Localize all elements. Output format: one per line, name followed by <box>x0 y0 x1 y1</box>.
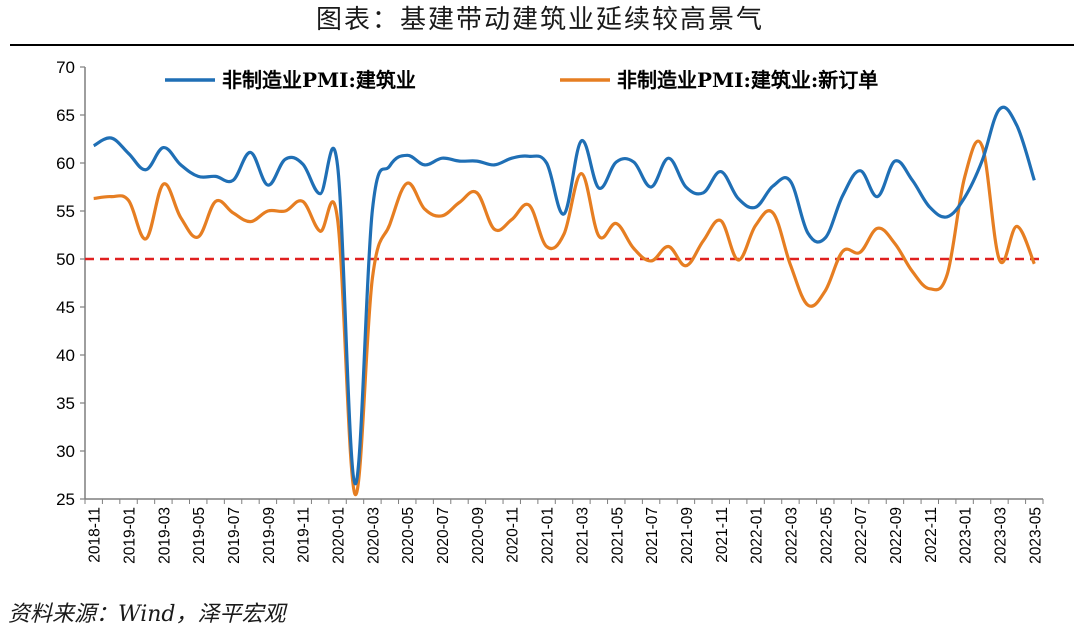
x-tick-label: 2023-03 <box>992 507 1009 564</box>
chart-title: 图表：基建带动建筑业延续较高景气 <box>315 5 764 35</box>
x-tick-label: 2021-05 <box>609 507 626 564</box>
x-tick-label: 2019-09 <box>261 507 278 564</box>
construction-new-orders-line <box>93 139 1036 496</box>
x-tick-label: 2020-05 <box>400 507 417 564</box>
x-tick-label: 2023-01 <box>958 507 975 564</box>
x-tick-label: 2021-03 <box>574 507 591 564</box>
x-tick-label: 2018-11 <box>87 507 104 563</box>
x-tick-label: 2020-07 <box>435 507 452 564</box>
x-tick-label: 2022-01 <box>749 507 766 564</box>
legend-construction-pmi-label: 非制造业PMI:建筑业 <box>222 68 416 92</box>
x-tick-label: 2019-01 <box>122 507 139 564</box>
x-tick-label: 2020-03 <box>365 507 382 564</box>
x-tick-label: 2019-05 <box>191 507 208 564</box>
y-tick-label: 70 <box>56 58 75 77</box>
x-tick-label: 2022-09 <box>888 507 905 564</box>
x-tick-label: 2022-07 <box>853 507 870 564</box>
y-tick-label: 40 <box>56 346 75 365</box>
y-tick-label: 30 <box>56 442 75 461</box>
x-tick-label: 2021-09 <box>679 507 696 564</box>
x-tick-label: 2022-03 <box>783 507 800 564</box>
x-tick-label: 2019-03 <box>156 507 173 564</box>
x-tick-label: 2021-07 <box>644 507 661 564</box>
construction-pmi-line <box>92 105 1036 486</box>
legend-construction-new-orders-label: 非制造业PMI:建筑业:新订单 <box>617 68 878 92</box>
x-tick-label: 2022-05 <box>818 507 835 564</box>
y-tick-label: 55 <box>56 202 75 221</box>
x-tick-label: 2020-11 <box>505 507 522 563</box>
x-tick-label: 2020-09 <box>470 507 487 564</box>
y-tick-label: 60 <box>56 154 75 173</box>
x-tick-label: 2021-01 <box>540 507 557 564</box>
x-tick-label: 2021-11 <box>714 507 731 563</box>
title-rule <box>10 44 1074 46</box>
x-tick-label: 2019-11 <box>296 507 313 563</box>
x-tick-label: 2019-07 <box>226 507 243 564</box>
x-tick-label: 2022-11 <box>923 507 940 563</box>
y-tick-label: 50 <box>56 250 75 269</box>
y-tick-label: 35 <box>56 394 75 413</box>
source-note: 资料来源：Wind，泽平宏观 <box>8 602 286 627</box>
x-tick-label: 2023-05 <box>1027 507 1044 564</box>
y-tick-label: 25 <box>56 490 75 509</box>
y-tick-label: 65 <box>56 106 75 125</box>
x-tick-label: 2020-01 <box>331 507 348 564</box>
y-tick-label: 45 <box>56 298 75 317</box>
